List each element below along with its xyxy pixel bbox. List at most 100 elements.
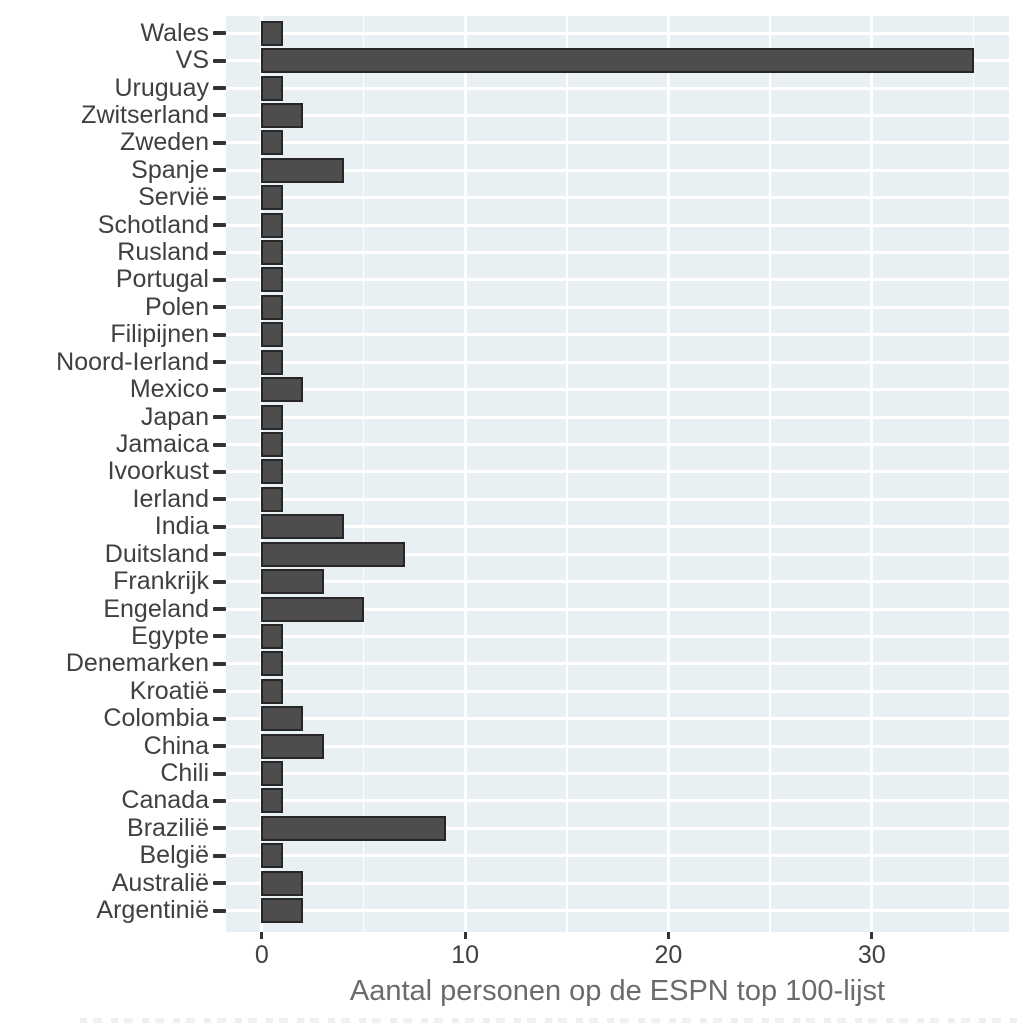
y-axis-label: Polen (145, 292, 209, 321)
y-axis-label: Servië (138, 183, 209, 212)
bar-servi- (260, 185, 284, 211)
y-major-gridline (226, 854, 1009, 858)
x-tick-mark (666, 932, 670, 939)
y-axis-label: Zwitserland (81, 100, 209, 129)
y-major-gridline (226, 278, 1009, 282)
y-tick-mark (213, 689, 226, 694)
y-tick-mark (213, 86, 226, 91)
y-axis-label: Spanje (131, 155, 209, 184)
y-tick-mark (213, 497, 226, 502)
x-tick-mark (463, 932, 467, 939)
y-axis-label: Chili (160, 759, 209, 788)
bar-ierland (260, 486, 284, 512)
bar-uruguay (260, 75, 284, 101)
y-axis-label: Portugal (115, 265, 209, 294)
bar-zweden (260, 130, 284, 156)
y-axis-label: Engeland (103, 594, 209, 623)
y-tick-mark (213, 661, 226, 666)
y-tick-mark (213, 332, 226, 337)
y-major-gridline (226, 525, 1009, 529)
x-axis-title: Aantal personen op de ESPN top 100-lijst (349, 975, 886, 1007)
x-major-gridline (463, 16, 467, 932)
y-major-gridline (226, 772, 1009, 776)
y-tick-mark (213, 744, 226, 749)
y-tick-mark (213, 31, 226, 36)
y-major-gridline (226, 580, 1009, 584)
y-axis-label: Frankrijk (113, 567, 209, 596)
y-major-gridline (226, 634, 1009, 638)
y-tick-mark (213, 908, 226, 913)
bar-rusland (260, 240, 284, 266)
y-axis-label: Japan (140, 402, 209, 431)
y-major-gridline (226, 881, 1009, 885)
y-major-gridline (226, 388, 1009, 392)
bar-colombia (260, 706, 304, 732)
y-major-gridline (226, 196, 1009, 200)
x-axis-label: 30 (857, 941, 886, 969)
y-major-gridline (226, 86, 1009, 90)
bar-canada (260, 788, 284, 814)
y-tick-mark (213, 853, 226, 858)
y-axis-label: Colombia (103, 704, 209, 733)
y-tick-mark (213, 607, 226, 612)
y-tick-mark (213, 58, 226, 63)
bar-polen (260, 294, 284, 320)
bar-schotland (260, 212, 284, 238)
bar-india (260, 514, 345, 540)
bar-belgi- (260, 843, 284, 869)
bar-argentini- (260, 898, 304, 924)
bar-japan (260, 404, 284, 430)
y-tick-mark (213, 798, 226, 803)
bar-australi- (260, 870, 304, 896)
y-axis-label: Argentinië (96, 896, 209, 925)
y-axis-label: Filipijnen (110, 320, 209, 349)
y-tick-mark (213, 634, 226, 639)
y-axis-label: Noord-Ierland (56, 347, 209, 376)
y-major-gridline (226, 826, 1009, 830)
x-minor-gridline (972, 16, 975, 932)
x-tick-mark (870, 932, 874, 939)
y-major-gridline (226, 689, 1009, 693)
y-tick-mark (213, 524, 226, 529)
plot-panel (226, 16, 1009, 932)
bar-filipijnen (260, 322, 284, 348)
y-axis-label: VS (175, 46, 209, 75)
y-axis-label: Denemarken (65, 649, 209, 678)
y-tick-mark (213, 195, 226, 200)
panel-background (226, 16, 1009, 932)
y-tick-mark (213, 360, 226, 365)
bar-zwitserland (260, 102, 304, 128)
y-tick-mark (213, 442, 226, 447)
y-tick-mark (213, 469, 226, 474)
bar-egypte (260, 623, 284, 649)
y-axis-label: Canada (121, 786, 209, 815)
y-tick-mark (213, 140, 226, 145)
bar-engeland (260, 596, 365, 622)
y-axis-label: Brazilië (127, 813, 209, 842)
y-major-gridline (226, 168, 1009, 172)
bar-denemarken (260, 651, 284, 677)
y-tick-mark (213, 277, 226, 282)
y-axis-label: Ivoorkust (107, 457, 209, 486)
y-major-gridline (226, 443, 1009, 446)
y-axis-label: Rusland (117, 238, 209, 267)
y-tick-mark (213, 716, 226, 721)
y-major-gridline (226, 552, 1009, 556)
y-axis-label: Jamaica (115, 430, 209, 458)
x-minor-gridline (769, 16, 771, 932)
y-axis-label: Australië (111, 868, 209, 897)
y-axis-label: Egypte (131, 621, 209, 650)
y-major-gridline (226, 717, 1009, 721)
y-axis-label: Uruguay (114, 73, 210, 102)
y-major-gridline (226, 333, 1009, 337)
y-major-gridline (226, 909, 1009, 913)
y-axis-label: China (143, 731, 209, 760)
bar-spanje (260, 157, 345, 183)
x-minor-gridline (362, 16, 365, 932)
bar-wales (260, 20, 284, 46)
y-major-gridline (226, 662, 1009, 666)
x-axis-label: 20 (654, 941, 683, 969)
y-major-gridline (226, 141, 1009, 145)
y-tick-mark (213, 415, 226, 420)
